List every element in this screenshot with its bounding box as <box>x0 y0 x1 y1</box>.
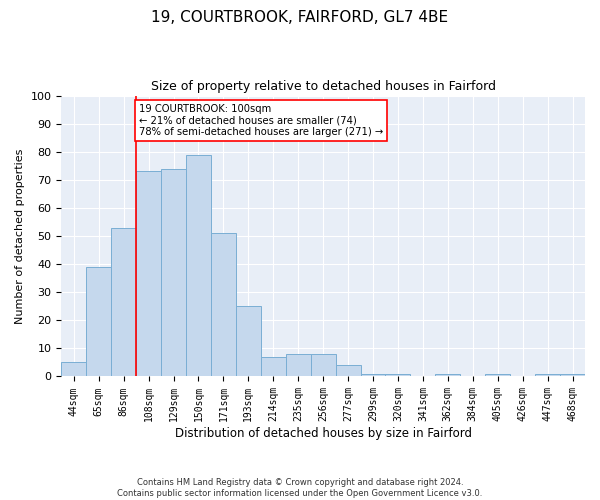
Bar <box>361 374 385 376</box>
Bar <box>535 374 560 376</box>
Text: 19, COURTBROOK, FAIRFORD, GL7 4BE: 19, COURTBROOK, FAIRFORD, GL7 4BE <box>151 10 449 25</box>
Bar <box>436 374 460 376</box>
Bar <box>311 354 335 376</box>
Title: Size of property relative to detached houses in Fairford: Size of property relative to detached ho… <box>151 80 496 93</box>
Bar <box>286 354 311 376</box>
Bar <box>161 168 186 376</box>
Bar <box>86 267 111 376</box>
Text: Contains HM Land Registry data © Crown copyright and database right 2024.
Contai: Contains HM Land Registry data © Crown c… <box>118 478 482 498</box>
Bar <box>485 374 510 376</box>
Bar <box>211 233 236 376</box>
Bar <box>186 154 211 376</box>
Bar <box>111 228 136 376</box>
Bar <box>61 362 86 376</box>
Bar <box>385 374 410 376</box>
Bar <box>560 374 585 376</box>
Bar <box>261 357 286 376</box>
Text: 19 COURTBROOK: 100sqm
← 21% of detached houses are smaller (74)
78% of semi-deta: 19 COURTBROOK: 100sqm ← 21% of detached … <box>139 104 383 137</box>
Bar <box>236 306 261 376</box>
Bar <box>136 172 161 376</box>
Bar <box>335 365 361 376</box>
X-axis label: Distribution of detached houses by size in Fairford: Distribution of detached houses by size … <box>175 427 472 440</box>
Y-axis label: Number of detached properties: Number of detached properties <box>15 148 25 324</box>
